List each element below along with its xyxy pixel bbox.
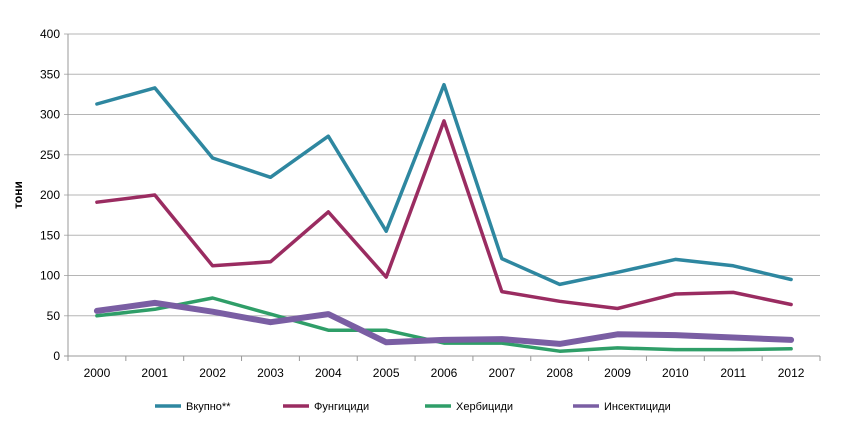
series-line <box>95 119 793 311</box>
x-tick-label: 2011 <box>720 366 746 380</box>
x-tick-label: 2008 <box>546 366 573 380</box>
y-tick-label: 50 <box>47 309 61 323</box>
x-tick-label: 2001 <box>141 366 168 380</box>
x-tick-label: 2009 <box>604 366 631 380</box>
y-axis-label: тони <box>11 181 25 209</box>
x-tick-label: 2006 <box>431 366 458 380</box>
x-tick-label: 2007 <box>488 366 515 380</box>
legend-label: Вкупно** <box>186 401 231 413</box>
x-tick-label: 2010 <box>662 366 689 380</box>
x-tick-label: 2003 <box>257 366 284 380</box>
series-line <box>93 299 795 347</box>
y-tick-label: 200 <box>40 188 60 202</box>
x-tick-label: 2000 <box>84 366 111 380</box>
y-tick-label: 350 <box>40 67 60 81</box>
legend-label: Фунгициди <box>314 401 369 413</box>
y-tick-label: 250 <box>40 148 60 162</box>
y-tick-label: 150 <box>40 228 60 242</box>
x-tick-label: 2002 <box>199 366 226 380</box>
x-tick-label: 2004 <box>315 366 342 380</box>
series-line <box>95 296 793 353</box>
y-tick-label: 0 <box>53 349 60 363</box>
legend-label: Инсектициди <box>604 401 671 413</box>
x-tick-label: 2005 <box>373 366 400 380</box>
y-tick-label: 300 <box>40 108 60 122</box>
y-tick-label: 100 <box>40 269 60 283</box>
legend-label: Хербициди <box>456 401 513 413</box>
x-tick-label: 2012 <box>778 366 805 380</box>
series-line <box>95 82 793 287</box>
y-tick-label: 400 <box>40 27 60 41</box>
